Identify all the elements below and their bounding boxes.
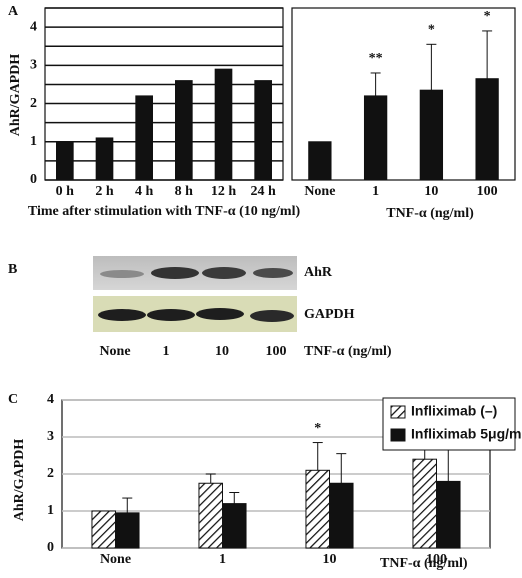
y-tick-label: 4 xyxy=(47,392,54,407)
blot-x-label: TNF-α (ng/ml) xyxy=(304,344,392,359)
y-axis-label: AhR/GAPDH xyxy=(12,439,27,522)
y-tick-label: 1 xyxy=(30,134,37,149)
bar xyxy=(198,482,224,549)
blot-image xyxy=(93,256,297,332)
plot-frame xyxy=(291,7,516,181)
blot-lane-label: None xyxy=(99,344,130,359)
y-tick-label: 2 xyxy=(30,96,37,111)
y-tick-label: 3 xyxy=(30,58,37,73)
blot-lane-label: 100 xyxy=(266,344,287,359)
bar xyxy=(475,78,499,181)
bar xyxy=(175,80,193,181)
x-tick-label: 0 h xyxy=(56,184,75,199)
annotation: ** xyxy=(369,51,383,66)
bar xyxy=(95,137,114,181)
x-tick-label: 12 h xyxy=(211,184,237,199)
bar xyxy=(419,89,444,181)
panel-label: C xyxy=(8,392,18,407)
annotation: * xyxy=(484,9,491,24)
x-axis-label: TNF-α (ng/ml) xyxy=(386,206,474,221)
bar xyxy=(115,512,140,549)
blot-row-label: GAPDH xyxy=(304,307,355,322)
bar xyxy=(412,458,437,549)
y-tick-label: 0 xyxy=(47,540,54,555)
y-axis-label: AhR/GAPDH xyxy=(8,54,23,137)
bar xyxy=(436,480,461,549)
y-tick-label: 2 xyxy=(47,466,54,481)
x-tick-label: 2 h xyxy=(95,184,114,199)
x-tick-label: 4 h xyxy=(135,184,154,199)
panel-label: B xyxy=(8,262,17,277)
annotation: * xyxy=(428,23,435,38)
bar xyxy=(222,503,247,549)
x-tick-label: 100 xyxy=(477,184,498,199)
y-tick-label: 1 xyxy=(47,503,54,518)
panel-label: A xyxy=(8,4,19,19)
bar xyxy=(254,80,272,181)
x-tick-label: 24 h xyxy=(251,184,277,199)
blot-row-label: AhR xyxy=(304,265,333,280)
bar xyxy=(308,141,332,181)
x-tick-label: 1 xyxy=(219,552,226,567)
x-tick-label: 1 xyxy=(372,184,379,199)
bar xyxy=(91,510,116,549)
x-tick-label: None xyxy=(100,552,131,567)
y-tick-label: 0 xyxy=(30,172,37,187)
x-tick-label: 8 h xyxy=(175,184,194,199)
y-tick-label: 3 xyxy=(47,429,54,444)
bar xyxy=(305,469,330,549)
bar xyxy=(135,95,153,181)
bar xyxy=(56,141,74,181)
plot-frame xyxy=(44,7,284,181)
x-tick-label: 100 xyxy=(426,552,447,567)
bar xyxy=(329,482,354,549)
x-tick-label: 10 xyxy=(424,184,438,199)
blot-lane-label: 1 xyxy=(163,344,170,359)
legend-label: Infliximab 5μg/ml xyxy=(411,426,522,442)
legend-swatch xyxy=(390,428,406,442)
bar xyxy=(214,68,233,181)
x-axis-label: Time after stimulation with TNF-α (10 ng… xyxy=(28,204,301,219)
bar xyxy=(363,95,388,181)
legend-swatch xyxy=(390,405,406,419)
x-tick-label: 10 xyxy=(323,552,337,567)
y-tick-label: 4 xyxy=(30,19,37,34)
x-axis-label: TNF-α (ng/ml) xyxy=(380,556,468,571)
blot-lane-label: 10 xyxy=(215,344,229,359)
legend-label: Infliximab (–) xyxy=(411,403,497,419)
annotation: * xyxy=(314,421,321,436)
x-tick-label: None xyxy=(304,184,335,199)
